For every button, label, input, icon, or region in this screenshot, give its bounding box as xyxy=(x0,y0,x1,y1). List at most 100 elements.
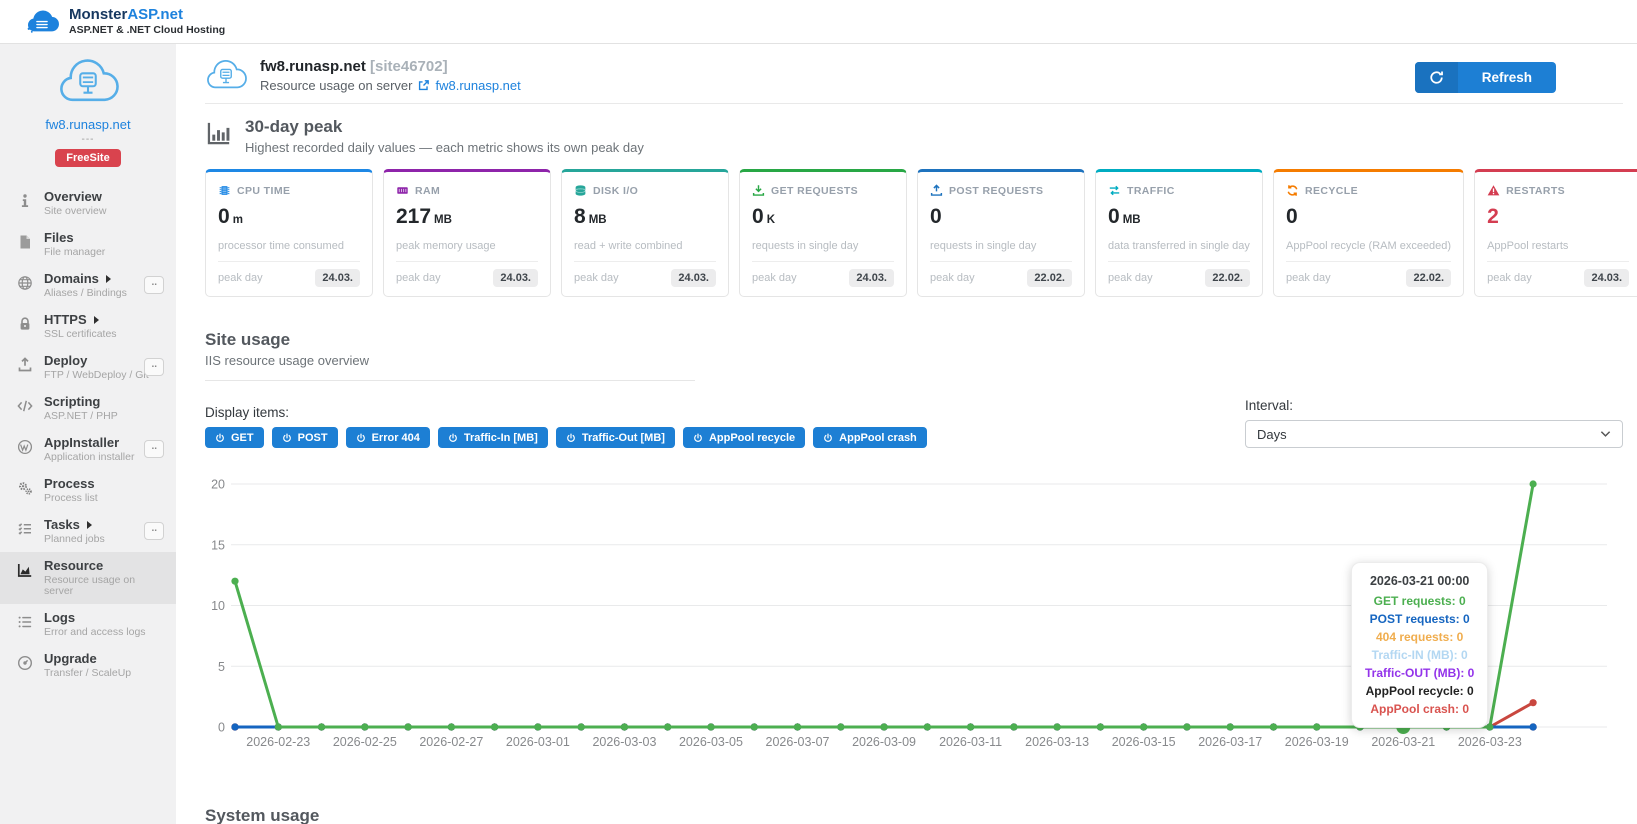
svg-text:2026-03-03: 2026-03-03 xyxy=(592,735,656,749)
series-toggle-button[interactable]: Traffic-Out [MB] xyxy=(555,427,675,448)
section-subtitle-30day-peak: Highest recorded daily values — each met… xyxy=(245,140,644,155)
sidebar-item[interactable]: Process Process list .. xyxy=(0,470,176,511)
warning-icon xyxy=(1487,184,1500,197)
usage-chart[interactable]: 0 5 10 15 20 2026-02-23 2026-02-25 2026-02-27 20… xyxy=(205,474,1623,774)
tooltip-rows: GET requests: 0 POST requests: 0 404 req… xyxy=(1365,592,1474,718)
site-cloud-icon xyxy=(57,58,119,108)
sidebar-site-box: fw8.runasp.net --- FreeSite xyxy=(0,58,176,167)
lock-icon xyxy=(17,316,33,332)
disk-icon xyxy=(574,184,587,197)
svg-text:2026-03-05: 2026-03-05 xyxy=(679,735,743,749)
sidebar-item[interactable]: Scripting ASP.NET / PHP .. xyxy=(0,388,176,429)
metric-description: AppPool restarts xyxy=(1487,240,1569,252)
sidebar-item[interactable]: Files File manager .. xyxy=(0,224,176,265)
external-link-icon xyxy=(417,79,430,92)
sidebar-item[interactable]: Upgrade Transfer / ScaleUp .. xyxy=(0,645,176,686)
site-id: [site46702] xyxy=(370,58,448,75)
logs-icon xyxy=(17,614,33,630)
metric-unit: MB xyxy=(1122,214,1141,226)
peak-day-label: peak day xyxy=(1108,272,1153,284)
series-toggle-button[interactable]: Error 404 xyxy=(345,427,430,448)
peak-day-label: peak day xyxy=(930,272,975,284)
site-link[interactable]: fw8.runasp.net xyxy=(435,78,521,93)
series-toggle-label: Error 404 xyxy=(371,431,420,444)
sidebar-item[interactable]: AppInstaller Application installer .. xyxy=(0,429,176,470)
sidebar-item-label: Files xyxy=(44,230,74,245)
section-title-system-usage: System usage xyxy=(205,806,320,824)
metric-description: read + write combined xyxy=(574,240,683,252)
download-icon xyxy=(752,184,765,197)
upload-icon xyxy=(930,184,943,197)
metric-unit: MB xyxy=(588,214,607,226)
interval-select[interactable]: Days xyxy=(1245,420,1623,448)
sidebar-item-sublabel: Planned jobs xyxy=(44,533,105,545)
metric-description: AppPool recycle (RAM exceeded) xyxy=(1286,240,1452,252)
tooltip-row: Traffic-OUT (MB): 0 xyxy=(1365,666,1475,680)
metric-value: 0 MB xyxy=(1108,205,1141,228)
series-toggle-button[interactable]: POST xyxy=(271,427,338,448)
site-cloud-icon xyxy=(205,59,247,93)
more-button[interactable]: .. xyxy=(144,522,164,540)
peak-day-label: peak day xyxy=(218,272,263,284)
tooltip-row: POST requests: 0 xyxy=(1369,612,1470,626)
display-items-label: Display items: xyxy=(205,405,290,420)
sidebar-item-label: Logs xyxy=(44,610,76,625)
sidebar-item-sublabel: Application installer xyxy=(44,451,135,463)
sidebar-item-label: Tasks xyxy=(44,517,80,532)
peak-day-label: peak day xyxy=(396,272,441,284)
svg-text:2026-03-09: 2026-03-09 xyxy=(852,735,916,749)
site-usage-divider xyxy=(205,380,695,381)
expand-arrow-icon xyxy=(86,521,92,529)
metric-label: DISK I/O xyxy=(593,184,639,197)
series-toggle-button[interactable]: Traffic-In [MB] xyxy=(437,427,548,448)
metric-description: requests in single day xyxy=(752,240,859,252)
more-button[interactable]: .. xyxy=(144,358,164,376)
sidebar-item-label: Process xyxy=(44,476,95,491)
series-toggle-button[interactable]: AppPool recycle xyxy=(682,427,806,448)
gears-icon xyxy=(17,480,33,496)
sidebar-item[interactable]: Logs Error and access logs .. xyxy=(0,604,176,645)
sidebar-item[interactable]: Tasks Planned jobs .. xyxy=(0,511,176,552)
metric-unit: K xyxy=(766,214,775,226)
power-icon xyxy=(566,433,576,443)
metric-description: requests in single day xyxy=(930,240,1037,252)
sidebar-item[interactable]: HTTPS SSL certificates .. xyxy=(0,306,176,347)
more-button[interactable]: .. xyxy=(144,440,164,458)
sidebar-item[interactable]: Resource Resource usage on server .. xyxy=(0,552,176,604)
sidebar-item[interactable]: Domains Aliases / Bindings .. xyxy=(0,265,176,306)
svg-text:2026-03-17: 2026-03-17 xyxy=(1198,735,1262,749)
metric-label: RECYCLE xyxy=(1305,184,1358,197)
chart-area-icon xyxy=(17,562,33,578)
sidebar-item-label: Overview xyxy=(44,189,102,204)
series-toggle-label: Traffic-Out [MB] xyxy=(581,431,665,444)
page-title: fw8.runasp.net xyxy=(260,58,366,75)
peak-day-badge: 24.03. xyxy=(1584,269,1630,287)
svg-text:2026-03-15: 2026-03-15 xyxy=(1112,735,1176,749)
series-toggle-label: AppPool recycle xyxy=(708,431,796,444)
sidebar-item-label: Scripting xyxy=(44,394,101,409)
peak-day-badge: 24.03. xyxy=(671,269,716,287)
brand: MonsterASP.net ASP.NET & .NET Cloud Host… xyxy=(69,7,225,37)
metric-value: 2 xyxy=(1487,205,1499,228)
cloud-icon xyxy=(25,9,59,35)
code-icon xyxy=(17,398,33,414)
sidebar-site-link[interactable]: fw8.runasp.net xyxy=(45,117,131,132)
more-button[interactable]: .. xyxy=(144,276,164,294)
sidebar-item-label: Deploy xyxy=(44,353,88,368)
series-toggle-button[interactable]: AppPool crash xyxy=(813,427,927,448)
tooltip-date: 2026-03-21 00:00 xyxy=(1369,574,1470,588)
svg-text:2026-02-23: 2026-02-23 xyxy=(246,735,310,749)
page-subtitle: Resource usage on server xyxy=(260,78,413,93)
bar-chart-icon xyxy=(205,120,232,147)
sidebar-item[interactable]: Deploy FTP / WebDeploy / Git .. xyxy=(0,347,176,388)
svg-text:2026-03-01: 2026-03-01 xyxy=(506,735,570,749)
series-toggle-label: Traffic-In [MB] xyxy=(463,431,538,444)
refresh-button[interactable]: Refresh xyxy=(1414,62,1556,93)
sidebar-item[interactable]: Overview Site overview .. xyxy=(0,183,176,224)
metric-label: POST REQUESTS xyxy=(949,184,1044,197)
series-toggle-button[interactable]: GET xyxy=(205,427,264,448)
transfer-icon xyxy=(1108,184,1121,197)
freesite-badge: FreeSite xyxy=(55,149,121,167)
